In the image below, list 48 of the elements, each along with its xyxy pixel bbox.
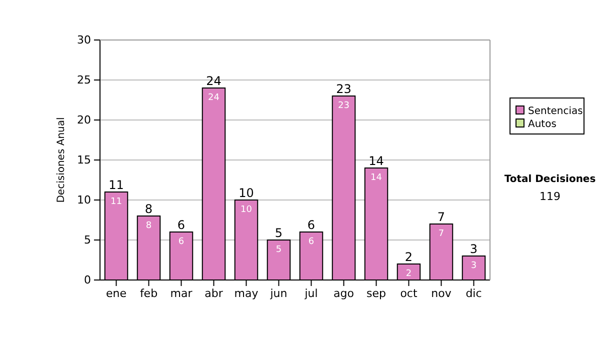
x-tick-label: feb bbox=[140, 286, 158, 300]
text: Total Decisiones bbox=[504, 174, 596, 185]
x-tick-label: abr bbox=[204, 286, 224, 300]
data-label: 11 bbox=[110, 197, 122, 207]
x-tick-label: jul bbox=[304, 286, 318, 300]
x-tick-label: nov bbox=[431, 286, 452, 300]
x-tick-label: oct bbox=[400, 286, 418, 300]
x-tick-label: ago bbox=[334, 286, 354, 300]
y-tick-label: 30 bbox=[77, 34, 91, 47]
total-label: 2 bbox=[404, 250, 413, 264]
total-label: 23 bbox=[336, 82, 352, 96]
y-tick-label: 25 bbox=[77, 74, 91, 87]
total-label: 14 bbox=[368, 154, 384, 168]
data-label: 5 bbox=[276, 245, 282, 255]
legend-label: Autos bbox=[528, 119, 556, 130]
legend-label: Sentencias bbox=[528, 106, 583, 117]
total-label: 10 bbox=[238, 186, 254, 200]
total-label: 3 bbox=[470, 242, 478, 256]
total-label: 5 bbox=[274, 226, 283, 240]
x-tick-label: may bbox=[234, 286, 259, 300]
data-label: 23 bbox=[338, 101, 350, 111]
data-label: 7 bbox=[438, 229, 444, 239]
y-tick-label: 0 bbox=[84, 274, 91, 287]
data-label: 24 bbox=[208, 93, 220, 103]
total-label: 8 bbox=[144, 202, 153, 216]
y-tick-label: 5 bbox=[84, 234, 91, 247]
total-label: 7 bbox=[437, 210, 446, 224]
y-axis-title: Decisiones Anual bbox=[56, 117, 67, 203]
x-tick-label: mar bbox=[170, 286, 193, 300]
data-label: 2 bbox=[406, 269, 412, 279]
total-label: 11 bbox=[108, 178, 124, 192]
data-label: 8 bbox=[146, 221, 152, 231]
y-tick-label: 10 bbox=[77, 194, 91, 207]
data-label: 10 bbox=[240, 205, 252, 215]
text: 119 bbox=[540, 190, 560, 203]
data-label: 3 bbox=[470, 261, 477, 271]
y-tick-label: 20 bbox=[77, 114, 91, 127]
x-tick-label: ene bbox=[106, 286, 127, 300]
total-label: 6 bbox=[307, 218, 316, 232]
total-label: 24 bbox=[206, 74, 222, 88]
total-label: 6 bbox=[177, 218, 186, 232]
data-label: 6 bbox=[308, 237, 314, 247]
x-tick-label: sep bbox=[366, 286, 386, 300]
y-tick-label: 15 bbox=[77, 154, 91, 167]
x-tick-label: dic bbox=[466, 286, 482, 300]
x-tick-label: jun bbox=[269, 286, 288, 300]
data-label: 14 bbox=[370, 173, 382, 183]
data-label: 6 bbox=[178, 237, 184, 247]
